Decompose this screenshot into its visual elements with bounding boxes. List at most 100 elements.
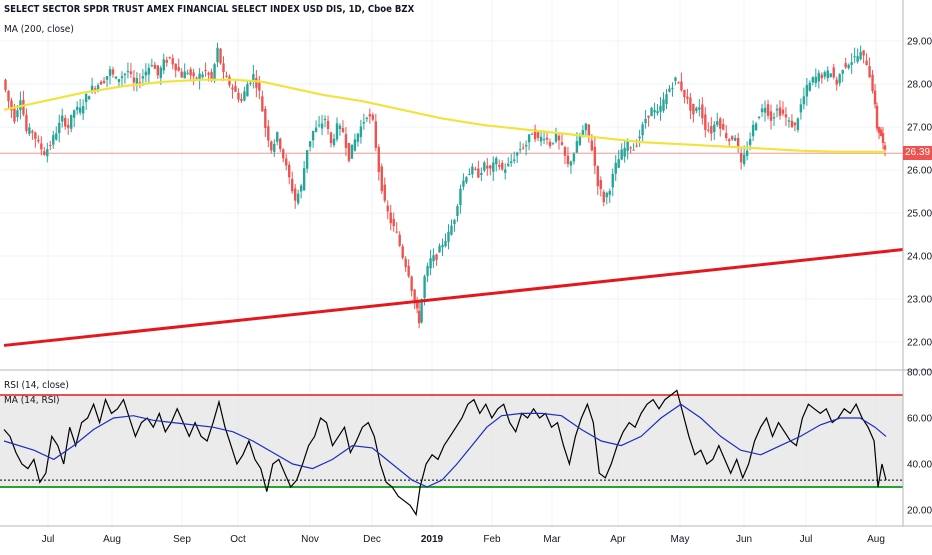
candle-body [201, 74, 204, 78]
candle-body [386, 205, 389, 212]
candle-body [462, 180, 465, 187]
candle-body [728, 139, 731, 142]
candle-body [282, 149, 285, 159]
candle-body [302, 168, 306, 191]
candle-body [838, 74, 841, 84]
candle-body [879, 129, 883, 137]
time-tick-label: Jun [736, 534, 752, 545]
candle-body [811, 77, 815, 83]
time-tick-label: Apr [610, 534, 626, 545]
candle-body [814, 76, 818, 84]
rsi-line [3, 389, 887, 517]
candle-body [486, 165, 489, 169]
candle-body [471, 166, 474, 175]
trendline [3, 248, 904, 347]
candle-body [766, 104, 770, 116]
candle-body [647, 115, 650, 118]
price-tick-label: 28.00 [907, 80, 932, 91]
candle-body [680, 81, 683, 91]
candle-body [722, 124, 725, 130]
candle-body [365, 117, 369, 119]
candle-body [395, 231, 398, 233]
candle-body [671, 87, 674, 89]
candle-body [581, 130, 585, 136]
candle-body [129, 71, 133, 74]
candle-body [276, 132, 279, 142]
candle-body [495, 158, 498, 165]
candle-body [329, 132, 333, 144]
candle-body [249, 82, 252, 84]
candle-body [81, 106, 85, 114]
candle-body [332, 138, 336, 146]
candle-body [344, 134, 348, 148]
candle-body [865, 60, 868, 66]
candle-body [311, 130, 315, 141]
candle-body [234, 85, 237, 92]
candle-body [290, 178, 294, 192]
candle-body [823, 72, 826, 77]
candle-body [398, 234, 401, 246]
price-tick-label: 29.00 [907, 37, 932, 48]
candle-body [435, 254, 438, 260]
candle-body [432, 255, 435, 262]
candle-body [883, 145, 887, 150]
price-tick-label: 25.00 [907, 209, 932, 220]
candle-body [240, 98, 243, 102]
candle-body [210, 71, 213, 79]
candle-body [423, 276, 426, 298]
candle-body [279, 138, 282, 150]
candle-body [246, 84, 249, 97]
candle-body [725, 133, 728, 139]
candles [4, 42, 887, 329]
candle-body [177, 67, 180, 71]
rsi-tick-label: 60.00 [907, 414, 932, 425]
candle-body [763, 107, 767, 113]
candle-body [716, 121, 719, 125]
candle-body [368, 114, 372, 117]
rsi-legend[interactable]: RSI (14, close) [4, 380, 69, 391]
candle-body [96, 85, 100, 90]
candle-body [521, 147, 525, 149]
candle-body [429, 258, 432, 269]
candle-body [213, 64, 216, 80]
rsi-ma-legend[interactable]: MA (14, RSI) [4, 395, 60, 406]
candle-body [314, 127, 318, 132]
candle-body [114, 76, 118, 79]
candle-body [347, 143, 351, 161]
candle-body [410, 276, 413, 291]
candle-body [359, 126, 363, 138]
candle-body [587, 124, 591, 137]
candle-body [317, 124, 321, 126]
candle-body [22, 99, 25, 115]
candle-body [288, 164, 291, 178]
candle-body [84, 94, 88, 103]
time-tick-label: Jul [42, 534, 55, 545]
candle-body [707, 129, 710, 131]
candle-body [808, 82, 812, 91]
candle-body [350, 144, 354, 159]
candle-body [228, 76, 231, 86]
candle-body [501, 162, 504, 170]
candle-body [695, 107, 698, 111]
candle-body [474, 168, 477, 170]
candle-body [650, 107, 653, 117]
candle-body [668, 88, 671, 92]
candle-body [710, 125, 713, 134]
candle-body [102, 80, 106, 83]
candle-body [871, 74, 874, 92]
ma-legend[interactable]: MA (200, close) [4, 24, 74, 35]
price-tick-label: 26.00 [907, 166, 932, 177]
candle-body [841, 70, 844, 74]
candle-body [868, 66, 871, 78]
candle-body [67, 124, 70, 128]
candle-body [261, 96, 264, 112]
price-tick-label: 24.00 [907, 252, 932, 263]
time-tick-label: Nov [301, 534, 319, 545]
candle-body [545, 137, 549, 140]
candle-body [293, 188, 297, 201]
price-pane[interactable] [0, 0, 903, 370]
candle-body [662, 99, 665, 111]
candle-body [444, 241, 447, 247]
